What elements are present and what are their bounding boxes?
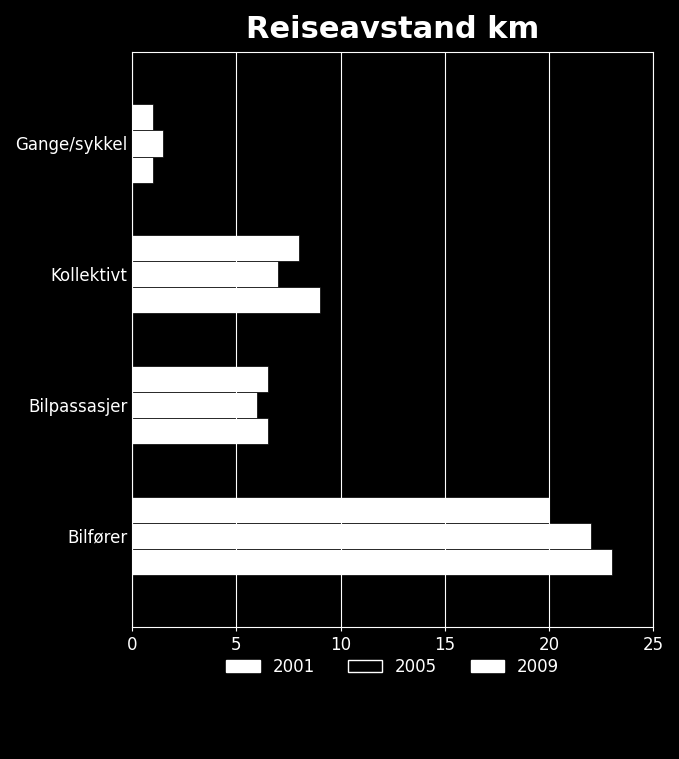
Bar (132, 261, 278, 288)
Bar (132, 523, 591, 549)
Bar (132, 392, 257, 418)
Bar (132, 549, 612, 575)
Bar (132, 104, 153, 131)
Bar (132, 131, 164, 156)
Bar (132, 156, 153, 183)
Bar (132, 366, 268, 392)
Legend: 2001, 2005, 2009: 2001, 2005, 2009 (219, 651, 566, 682)
Bar (132, 288, 320, 313)
Bar (132, 235, 299, 261)
Title: Reiseavstand km: Reiseavstand km (246, 15, 539, 44)
Bar (132, 496, 549, 523)
Bar (132, 418, 268, 444)
